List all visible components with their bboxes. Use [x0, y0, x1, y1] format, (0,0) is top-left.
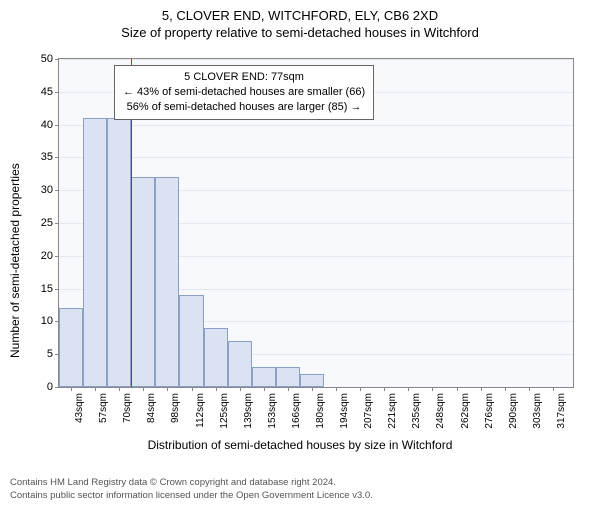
chart-plot-area: 0510152025303540455043sqm57sqm70sqm84sqm… — [58, 58, 574, 388]
histogram-bar — [228, 341, 252, 387]
y-tick-label: 25 — [41, 217, 59, 229]
chart-title-line1: 5, CLOVER END, WITCHFORD, ELY, CB6 2XD — [0, 8, 600, 23]
x-tick-label: 43sqm — [74, 393, 85, 423]
x-tick-label: 112sqm — [195, 393, 206, 428]
x-tick-label: 57sqm — [98, 393, 109, 423]
x-tick-label: 125sqm — [219, 393, 230, 429]
x-tick-mark — [95, 387, 96, 391]
x-tick-label: 262sqm — [460, 393, 471, 429]
x-tick-mark — [71, 387, 72, 391]
annotation-box: 5 CLOVER END: 77sqm← 43% of semi-detache… — [114, 65, 374, 120]
y-gridline — [59, 125, 573, 126]
footer-attribution: Contains HM Land Registry data © Crown c… — [10, 477, 373, 502]
x-tick-mark — [312, 387, 313, 391]
x-tick-label: 84sqm — [146, 393, 157, 423]
y-gridline — [59, 59, 573, 60]
histogram-bar — [300, 374, 324, 387]
y-tick-label: 40 — [41, 119, 59, 131]
x-tick-label: 235sqm — [411, 393, 422, 429]
histogram-bar — [131, 177, 155, 387]
y-tick-label: 20 — [41, 250, 59, 262]
y-tick-label: 30 — [41, 184, 59, 196]
x-tick-mark — [553, 387, 554, 391]
y-tick-label: 5 — [47, 348, 59, 360]
x-tick-mark — [240, 387, 241, 391]
x-tick-mark — [167, 387, 168, 391]
annotation-line1: 5 CLOVER END: 77sqm — [123, 70, 365, 85]
x-tick-mark — [119, 387, 120, 391]
annotation-line3: 56% of semi-detached houses are larger (… — [123, 100, 365, 115]
x-tick-mark — [360, 387, 361, 391]
footer-line2: Contains public sector information licen… — [10, 490, 373, 502]
x-tick-label: 317sqm — [556, 393, 567, 429]
x-tick-label: 139sqm — [243, 393, 254, 429]
x-tick-label: 194sqm — [339, 393, 350, 429]
x-axis-label: Distribution of semi-detached houses by … — [0, 438, 600, 452]
chart-title-line2: Size of property relative to semi-detach… — [0, 25, 600, 40]
histogram-bar — [107, 118, 131, 387]
y-axis-label: Number of semi-detached properties — [8, 163, 22, 358]
y-tick-label: 15 — [41, 283, 59, 295]
x-tick-mark — [457, 387, 458, 391]
x-tick-label: 70sqm — [122, 393, 133, 423]
x-tick-label: 166sqm — [291, 393, 302, 429]
histogram-bar — [83, 118, 107, 387]
histogram-bar — [276, 367, 300, 387]
x-tick-mark — [216, 387, 217, 391]
x-tick-label: 153sqm — [267, 393, 278, 429]
annotation-line2: ← 43% of semi-detached houses are smalle… — [123, 85, 365, 100]
x-tick-label: 221sqm — [387, 393, 398, 429]
histogram-bar — [179, 295, 203, 387]
x-tick-label: 248sqm — [435, 393, 446, 429]
y-tick-label: 50 — [41, 53, 59, 65]
x-tick-mark — [505, 387, 506, 391]
histogram-bar — [252, 367, 276, 387]
x-tick-mark — [288, 387, 289, 391]
x-tick-mark — [143, 387, 144, 391]
y-tick-label: 10 — [41, 315, 59, 327]
x-tick-label: 276sqm — [484, 393, 495, 429]
histogram-bar — [155, 177, 179, 387]
x-tick-label: 303sqm — [532, 393, 543, 429]
x-tick-mark — [264, 387, 265, 391]
histogram-bar — [59, 308, 83, 387]
histogram-bar — [204, 328, 228, 387]
x-tick-mark — [336, 387, 337, 391]
x-tick-label: 290sqm — [508, 393, 519, 429]
y-gridline — [59, 157, 573, 158]
y-tick-label: 45 — [41, 86, 59, 98]
x-tick-label: 207sqm — [363, 393, 374, 429]
x-tick-label: 98sqm — [170, 393, 181, 423]
x-tick-mark — [481, 387, 482, 391]
x-tick-label: 180sqm — [315, 393, 326, 429]
x-tick-mark — [408, 387, 409, 391]
footer-line1: Contains HM Land Registry data © Crown c… — [10, 477, 373, 489]
x-tick-mark — [529, 387, 530, 391]
x-tick-mark — [432, 387, 433, 391]
x-tick-mark — [384, 387, 385, 391]
y-tick-label: 0 — [47, 381, 59, 393]
x-tick-mark — [192, 387, 193, 391]
y-tick-label: 35 — [41, 151, 59, 163]
